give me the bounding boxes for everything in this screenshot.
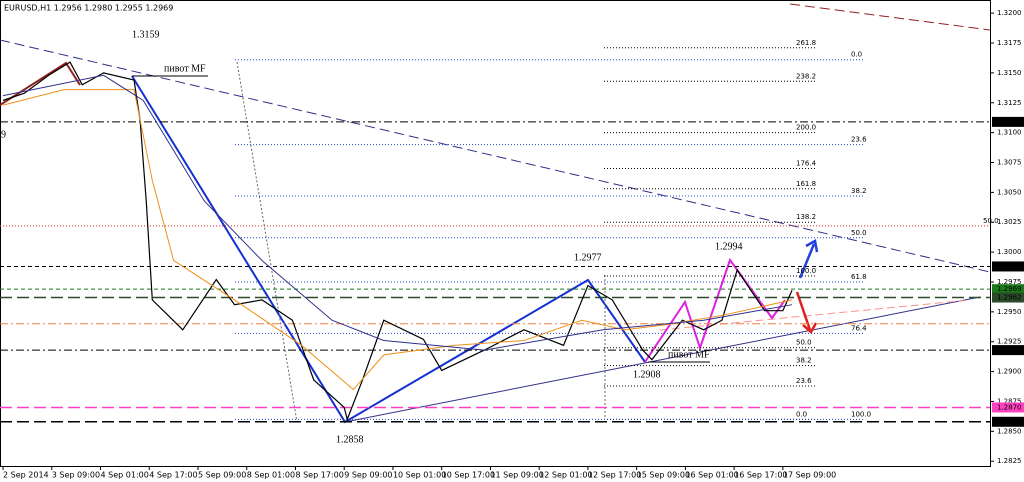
- price-line: [2, 74, 793, 351]
- x-tick-label: 8 Sep 17:00: [295, 471, 343, 480]
- y-tick-label: 1.2900: [997, 368, 1022, 376]
- price-label: 1.2858: [997, 418, 1022, 426]
- x-tick-label: 3 Sep 09:00: [52, 471, 100, 480]
- fib-label: 176.4: [796, 159, 817, 167]
- fib-label: 50.0: [983, 217, 999, 225]
- x-tick-label: 5 Sep 09:00: [198, 471, 246, 480]
- x-tick-label: 12 Sep 01:00: [539, 471, 592, 480]
- fib-label: 238.2: [796, 72, 816, 80]
- price-line: [2, 61, 793, 422]
- y-tick-label: 1.2975: [997, 278, 1022, 286]
- fib-label: 50.0: [851, 229, 867, 237]
- price-line: [2, 89, 793, 391]
- fib-label: 38.2: [851, 187, 867, 195]
- y-tick-label: 1.3175: [997, 39, 1022, 47]
- price-label-box: [992, 345, 1024, 356]
- x-tick-label: 12 Sep 17:00: [588, 471, 641, 480]
- y-tick-label: 1.3000: [997, 248, 1022, 256]
- fib-label: 38.2: [796, 357, 812, 365]
- x-tick-label: 10 Sep 17:00: [442, 471, 495, 480]
- price-label-box: [992, 261, 1024, 272]
- annotation: пивот MF: [668, 349, 710, 360]
- x-tick-label: 2 Sep 2014: [3, 471, 49, 480]
- arrow-head: [802, 322, 818, 334]
- fib-label: 0.0: [851, 51, 862, 59]
- annotation: 9: [1, 129, 6, 140]
- x-tick-label: 17 Sep 09:00: [783, 471, 836, 480]
- price-label: 1.2988: [997, 262, 1022, 270]
- y-tick-label: 1.3100: [997, 129, 1022, 137]
- plot-frame: [0, 0, 991, 467]
- x-tick-label: 8 Sep 01:00: [247, 471, 295, 480]
- y-tick-label: 1.3125: [997, 99, 1022, 107]
- x-tick-label: 16 Sep 01:00: [685, 471, 738, 480]
- fib-label: 261.8: [796, 39, 816, 47]
- fib-label: 50.0: [796, 339, 812, 347]
- y-tick-label: 1.2925: [997, 338, 1022, 346]
- y-tick-label: 1.3025: [997, 218, 1022, 226]
- x-tick-label: 4 Sep 01:00: [101, 471, 149, 480]
- annotation: 1.2908: [633, 369, 661, 380]
- fib-label: 161.8: [796, 180, 816, 188]
- arrow-up: [798, 243, 816, 279]
- y-tick-label: 1.3150: [997, 69, 1022, 77]
- fib-label: 200.0: [796, 124, 816, 132]
- price-label-box: [992, 402, 1024, 413]
- pattern: [644, 257, 786, 363]
- fib-label: 0.0: [796, 410, 807, 418]
- y-tick-label: 1.3050: [997, 188, 1022, 196]
- price-label-box: [992, 284, 1024, 295]
- x-tick-label: 15 Sep 09:00: [637, 471, 690, 480]
- price-label: 1.2969: [997, 285, 1022, 293]
- x-tick-label: 16 Sep 17:00: [734, 471, 787, 480]
- y-tick-label: 1.3075: [997, 159, 1022, 167]
- drawings: [0, 3, 991, 424]
- price-label-box: [992, 292, 1024, 303]
- y-tick-label: 1.2825: [997, 457, 1022, 465]
- zigzag: [131, 75, 646, 424]
- annotation: 1.2858: [336, 434, 364, 445]
- fib-label: 76.4: [851, 324, 867, 332]
- price-label: 1.3109: [997, 118, 1022, 126]
- price-label-box: [992, 416, 1024, 427]
- zigzag: [0, 61, 81, 106]
- fib-label: 100.0: [851, 410, 871, 418]
- annotation: 1.2994: [715, 241, 743, 252]
- fib-label: 61.8: [851, 273, 867, 281]
- x-tick-label: 4 Sep 17:00: [149, 471, 197, 480]
- price-label: 1.2962: [997, 294, 1022, 302]
- trend-line: [344, 296, 981, 423]
- fib-base: [236, 61, 298, 423]
- fib-label: 138.2: [796, 213, 816, 221]
- annotation: 1.2977: [574, 252, 602, 263]
- fib-label: 100.0: [796, 267, 816, 275]
- fib-label: 23.6: [796, 377, 812, 385]
- arrow-head: [805, 239, 819, 253]
- y-tick-label: 1.2950: [997, 308, 1022, 316]
- x-tick-label: 9 Sep 09:00: [344, 471, 392, 480]
- y-tick-label: 1.2875: [997, 397, 1022, 405]
- y-tick-label: 1.2850: [997, 427, 1022, 435]
- y-tick-label: 1.3200: [997, 9, 1022, 17]
- price-label-box: [992, 116, 1024, 127]
- trend-line: [789, 3, 991, 31]
- trend-line: [0, 39, 991, 273]
- x-tick-label: 10 Sep 01:00: [393, 471, 446, 480]
- x-tick-label: 11 Sep 09:00: [490, 471, 543, 480]
- annotation: пивот MF: [164, 63, 206, 74]
- price-label: 1.2918: [997, 346, 1022, 354]
- annotation: 1.3159: [132, 29, 160, 40]
- price-label: 1.2870: [997, 403, 1022, 411]
- fib-label: 23.6: [851, 136, 867, 144]
- chart-title: EURUSD,H1 1.2956 1.2980 1.2955 1.2969: [4, 4, 173, 13]
